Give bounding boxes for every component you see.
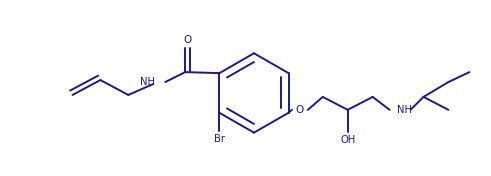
Text: NH: NH	[140, 77, 155, 87]
Text: OH: OH	[340, 135, 355, 145]
Text: NH: NH	[397, 105, 411, 115]
Text: Br: Br	[214, 134, 225, 144]
Text: O: O	[296, 105, 304, 115]
Text: O: O	[183, 35, 191, 45]
